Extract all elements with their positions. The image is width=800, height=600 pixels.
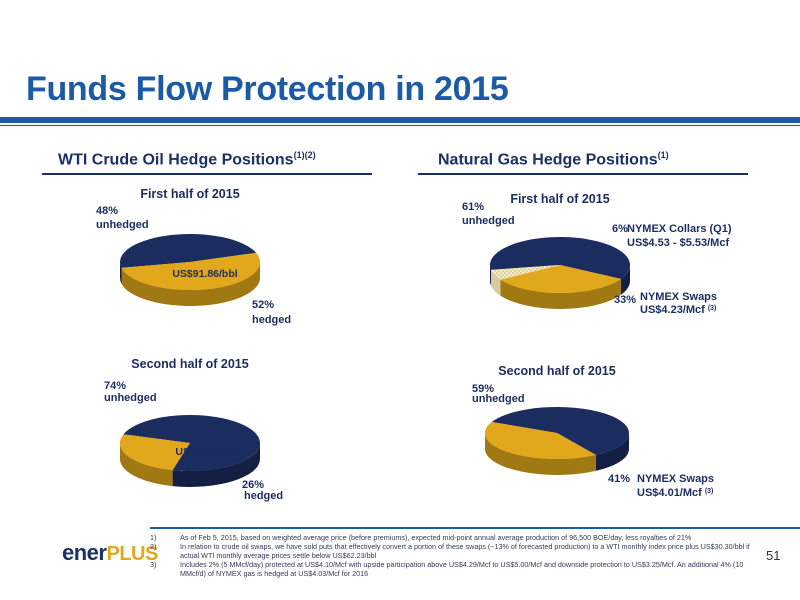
pie-chart — [485, 406, 630, 475]
pie-detail-text: US$4.53 - $5.53/Mcf — [627, 237, 729, 249]
pie-title: Second half of 2015 — [131, 357, 248, 371]
footnote: 3) Includes 2% (5 MMcf/day) protected at … — [150, 560, 762, 578]
enerplus-logo: enerPLUS — [62, 540, 158, 566]
pie-slice-label: unhedged — [104, 392, 157, 404]
title-rule — [0, 117, 800, 123]
pie-slice — [500, 265, 621, 293]
pie-title: Second half of 2015 — [498, 364, 615, 378]
gas-heading-text: Natural Gas Hedge Positions — [438, 151, 658, 169]
pie-slice — [491, 406, 630, 455]
pie-detail-text: US$4.23/Mcf — [640, 304, 705, 316]
pie-slice-side — [491, 269, 501, 296]
pie-slice-side — [120, 443, 173, 487]
page-number: 51 — [766, 548, 781, 563]
pie-detail-note: (3) — [705, 488, 714, 495]
pie-chart — [119, 233, 261, 307]
pie-slice — [491, 265, 560, 280]
pie-percent-label: 6% — [612, 223, 628, 235]
page-title: Funds Flow Protection in 2015 — [26, 70, 509, 108]
oil-heading-text: WTI Crude Oil Hedge Positions — [58, 151, 294, 169]
oil-section-heading: WTI Crude Oil Hedge Positions(1)(2) — [58, 150, 316, 169]
pie-inner-price: US$91.86/bbl — [172, 268, 237, 280]
footnote-number: 2) — [150, 542, 157, 551]
pie-percent-label: 61% — [462, 201, 484, 213]
pie-slice-label: NYMEX Swaps — [637, 473, 714, 485]
pie-slice-detail: US$4.53 - $5.53/Mcf — [627, 237, 729, 249]
gas-section-heading: Natural Gas Hedge Positions(1) — [438, 150, 669, 169]
footnotes: 1) As of Feb 5, 2015, based on weighted a… — [150, 533, 762, 578]
pie-percent-label: 52% — [252, 299, 274, 311]
pie-title: First half of 2015 — [140, 187, 239, 201]
footnote-text: In relation to crude oil swaps, we have … — [180, 542, 750, 560]
oil-heading-sup: (1)(2) — [293, 150, 316, 160]
pie-slice-label: unhedged — [472, 393, 525, 405]
pie-slice — [121, 252, 260, 290]
footnote-text: Includes 2% (5 MMcf/day) protected at US… — [180, 560, 744, 578]
pie-slice-side — [595, 433, 629, 471]
pie-slice-detail: US$4.01/Mcf (3) — [637, 487, 713, 499]
pie-percent-label: 33% — [614, 294, 636, 306]
pie-detail-text: US$4.01/Mcf — [637, 487, 702, 499]
logo-plus: PLUS — [106, 543, 158, 565]
pie-inner-price: US$93.86/bbl — [175, 446, 240, 458]
pie-chart — [489, 236, 630, 309]
pie-slice — [120, 434, 190, 471]
pie-percent-label: 74% — [104, 380, 126, 392]
footnote: 2) In relation to crude oil swaps, we hav… — [150, 542, 762, 560]
pie-chart — [120, 415, 260, 487]
footnote-text: As of Feb 5, 2015, based on weighted ave… — [180, 533, 692, 542]
pie-slice — [123, 415, 260, 472]
footnote-number: 1) — [150, 533, 157, 542]
pie-percent-label: 41% — [608, 473, 630, 485]
pie-slice-detail: US$4.23/Mcf (3) — [640, 304, 716, 316]
pie-slice-side — [490, 265, 492, 286]
footnote: 1) As of Feb 5, 2015, based on weighted a… — [150, 533, 762, 542]
gas-section-rule — [418, 173, 748, 175]
pie-slice-side — [120, 262, 122, 284]
pie-slice-label: hedged — [252, 314, 291, 326]
pie-slice-label: NYMEX Collars (Q1) — [627, 223, 732, 235]
footnote-number: 3) — [150, 560, 157, 569]
pie-slice — [119, 233, 257, 268]
pie-slice-label: hedged — [244, 490, 283, 502]
pie-title: First half of 2015 — [510, 192, 609, 206]
pie-slice-side — [121, 262, 261, 307]
pie-slice-side — [172, 443, 260, 487]
pie-percent-label: 48% — [96, 205, 118, 217]
pie-slice — [489, 236, 630, 279]
pie-percent-label: 26% — [242, 479, 264, 491]
gas-heading-sup: (1) — [657, 150, 669, 160]
pie-slice — [485, 422, 596, 459]
pie-detail-note: (3) — [708, 305, 717, 312]
pie-slice-side — [485, 433, 596, 475]
pie-slice-label: NYMEX Swaps — [640, 291, 717, 303]
pie-slice-label: unhedged — [462, 215, 515, 227]
oil-section-rule — [42, 173, 372, 175]
pie-percent-label: 59% — [472, 383, 494, 395]
title-rule-thin — [0, 125, 800, 126]
footer-rule — [150, 527, 800, 529]
pie-slice-side — [620, 265, 630, 295]
logo-ener: ener — [62, 540, 107, 565]
pie-slice-side — [500, 278, 621, 309]
pie-slice-label: unhedged — [96, 219, 149, 231]
